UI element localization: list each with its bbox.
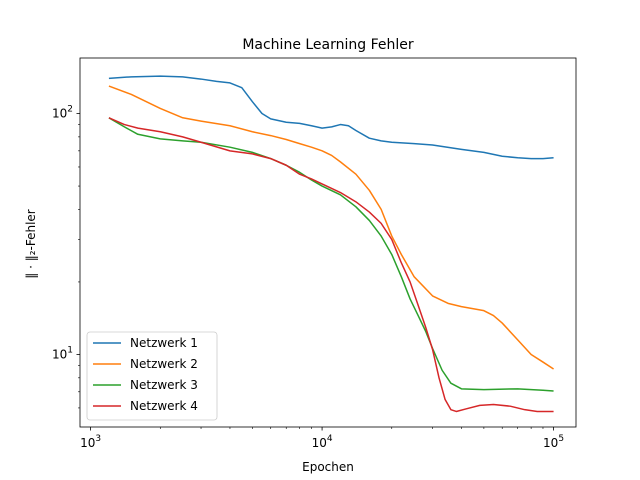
legend-label-1: Netzwerk 1 <box>130 336 198 350</box>
legend: Netzwerk 1 Netzwerk 2 Netzwerk 3 Netzwerk 4 <box>86 331 218 421</box>
legend-label-2: Netzwerk 2 <box>130 357 198 371</box>
series-line-4 <box>108 117 554 413</box>
series-line-1 <box>108 75 554 160</box>
plot-lines <box>108 75 554 413</box>
series-line-2 <box>108 85 554 370</box>
x-axis-label: Epochen <box>302 460 354 474</box>
legend-label-4: Netzwerk 4 <box>130 399 198 413</box>
legend-box <box>86 331 218 421</box>
chart-title: Machine Learning Fehler <box>242 37 414 53</box>
legend-label-3: Netzwerk 3 <box>130 378 198 392</box>
y-axis-label: ‖ · ‖₂-Fehler <box>24 209 38 279</box>
plot-frame <box>79 57 577 428</box>
